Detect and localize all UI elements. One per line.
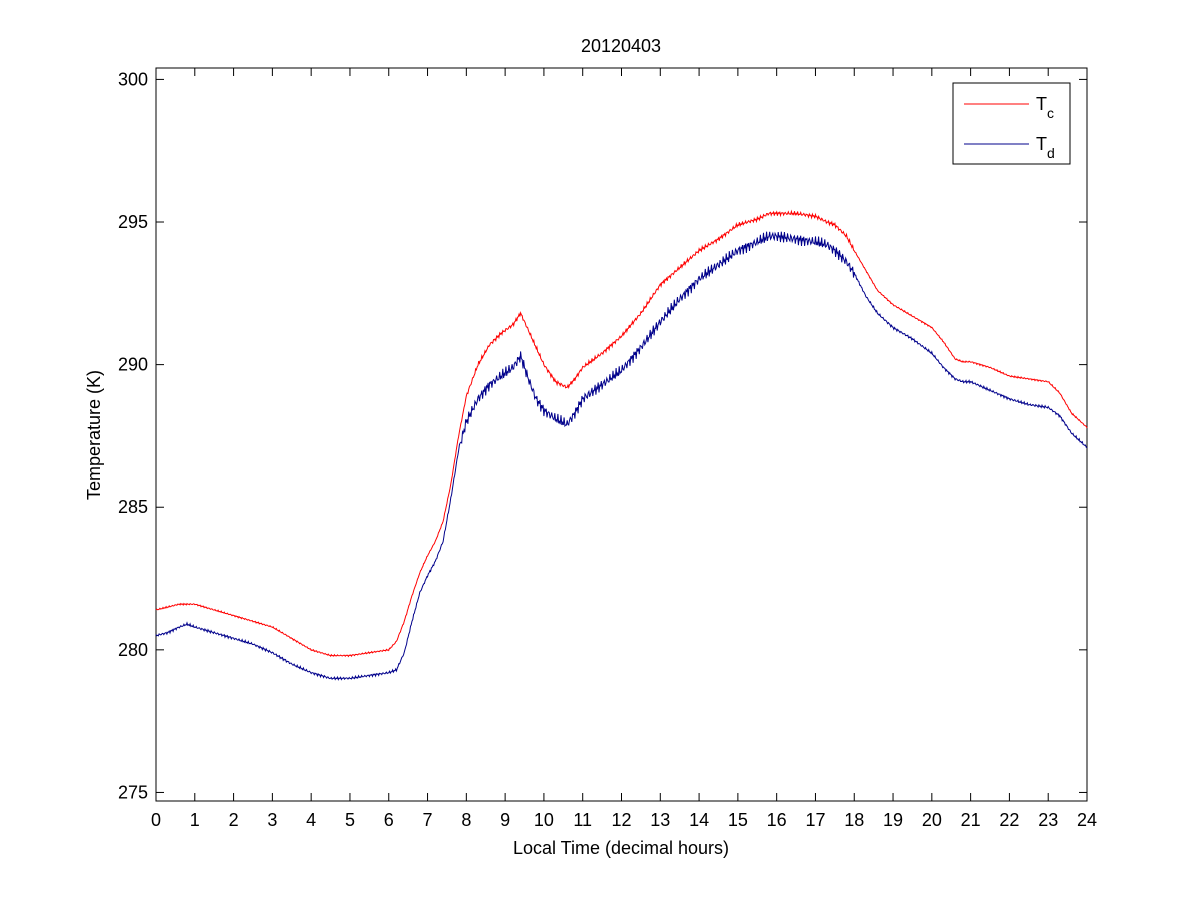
x-tick-label: 15 (728, 810, 748, 830)
x-tick-label: 12 (611, 810, 631, 830)
legend-label: Tc (1036, 94, 1054, 121)
x-tick-label: 13 (650, 810, 670, 830)
plot-area-frame (155, 67, 1088, 802)
series-lines (155, 209, 1088, 681)
x-tick-label: 10 (534, 810, 554, 830)
y-tick-label: 285 (118, 497, 148, 517)
series-line-td (155, 231, 1088, 681)
x-tick-label: 3 (267, 810, 277, 830)
y-tick-label: 280 (118, 640, 148, 660)
x-tick-label: 7 (423, 810, 433, 830)
x-tick-label: 23 (1038, 810, 1058, 830)
legend: Tc Td (952, 82, 1071, 165)
x-tick-label: 16 (767, 810, 787, 830)
y-tick-label: 290 (118, 355, 148, 375)
x-tick-label: 4 (306, 810, 316, 830)
x-tick-label: 22 (999, 810, 1019, 830)
x-tick-label: 21 (961, 810, 981, 830)
legend-label: Td (1036, 134, 1055, 161)
series-line-tc (155, 209, 1088, 658)
x-tick-label: 9 (500, 810, 510, 830)
y-axis-label: Temperature (K) (84, 370, 104, 500)
y-tick-label: 275 (118, 782, 148, 802)
x-tick-label: 0 (151, 810, 161, 830)
y-axis-ticks: 275 280 285 290 295 300 (118, 69, 1087, 802)
x-axis-label: Local Time (decimal hours) (513, 838, 729, 858)
x-tick-label: 14 (689, 810, 709, 830)
x-tick-label: 18 (844, 810, 864, 830)
x-tick-label: 11 (573, 810, 592, 830)
x-tick-label: 8 (461, 810, 471, 830)
x-tick-label: 1 (190, 810, 200, 830)
y-tick-label: 295 (118, 212, 148, 232)
legend-box (952, 82, 1071, 165)
x-tick-label: 17 (805, 810, 825, 830)
chart-title: 20120403 (581, 36, 661, 56)
y-tick-label: 300 (118, 69, 148, 89)
x-tick-label: 20 (922, 810, 942, 830)
x-tick-label: 19 (883, 810, 903, 830)
x-tick-label: 6 (384, 810, 394, 830)
x-tick-label: 24 (1077, 810, 1097, 830)
x-tick-label: 5 (345, 810, 355, 830)
x-axis-ticks: 0 1 2 3 4 5 6 7 8 9 10 11 12 13 14 15 16 17 18 19 20 21 22 23 24 (151, 68, 1097, 830)
x-tick-label: 2 (229, 810, 239, 830)
